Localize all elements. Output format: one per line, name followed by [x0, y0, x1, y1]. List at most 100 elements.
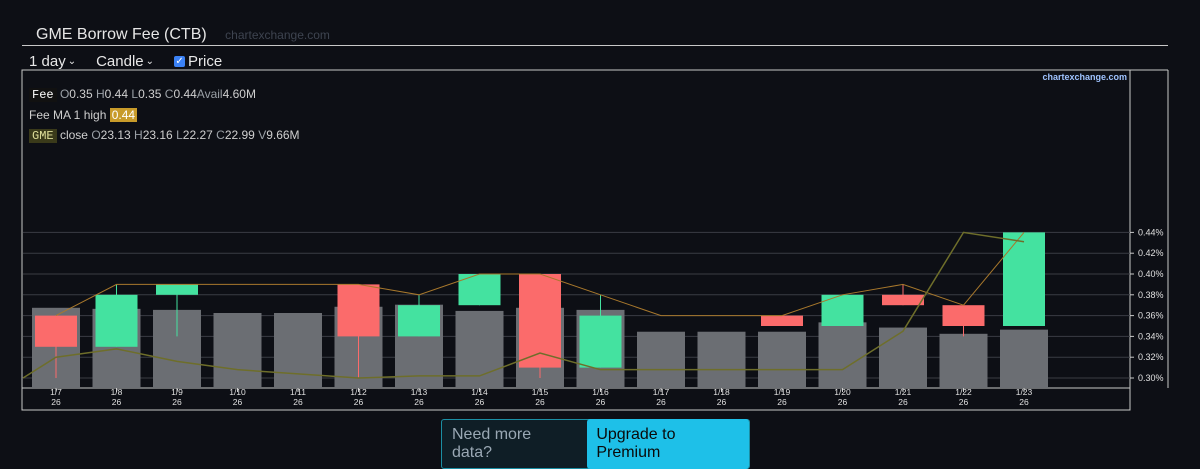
title-watermark: chartexchange.com [225, 28, 330, 42]
legend-fee-row: Fee O0.35 H0.44 L0.35 C0.44Avail4.60M [29, 84, 300, 105]
legend-fee-l: 0.35 [138, 87, 162, 101]
candle-body [398, 305, 440, 337]
chart-toolbar: 1 day ⌄ Candle ⌄ ✓ Price [29, 53, 222, 70]
y-tick-label: 0.30% [1138, 373, 1164, 383]
x-tick-sublabel: 26 [777, 397, 787, 407]
legend-fee-avail: 4.60M [222, 87, 256, 101]
x-tick-label: 1/13 [411, 387, 428, 397]
legend-fee-c: 0.44 [173, 87, 197, 101]
x-tick-sublabel: 26 [51, 397, 61, 407]
x-tick-label: 1/19 [774, 387, 791, 397]
chevron-down-icon: ⌄ [67, 56, 77, 67]
chart-title: GME Borrow Fee (CTB) chartexchange.com [36, 26, 330, 44]
x-tick-sublabel: 26 [112, 397, 122, 407]
y-tick-label: 0.32% [1138, 352, 1164, 362]
legend-fee-c-key: C [164, 87, 174, 101]
legend-gme-c: 22.99 [224, 128, 255, 142]
legend-gme-v: 9.66M [266, 128, 300, 142]
legend-fee-tag: Fee [29, 88, 57, 102]
period-value: 1 day [29, 53, 66, 70]
legend-gme-row: GME close O23.13 H23.16 L22.27 C22.99 V9… [29, 125, 300, 146]
x-tick-label: 1/10 [229, 387, 246, 397]
y-tick-label: 0.34% [1138, 331, 1164, 341]
checkbox-check-icon[interactable]: ✓ [174, 56, 186, 67]
legend-fee-o: 0.35 [69, 87, 93, 101]
x-tick-label: 1/16 [592, 387, 609, 397]
volume-bar [697, 331, 746, 388]
fee-ma-line [55, 232, 1025, 317]
x-tick-label: 1/23 [1016, 387, 1033, 397]
x-tick-label: 1/18 [713, 387, 730, 397]
upgrade-premium-button[interactable]: Upgrade to Premium [587, 419, 749, 469]
candle-body [882, 294, 924, 306]
x-tick-sublabel: 26 [596, 397, 606, 407]
x-tick-sublabel: 26 [656, 397, 666, 407]
price-checkbox-label: Price [188, 53, 223, 70]
candle-body [579, 315, 622, 368]
legend-ma-value: 0.44 [109, 108, 138, 122]
legend-gme-o: 23.13 [100, 128, 131, 142]
x-tick-sublabel: 26 [898, 397, 908, 407]
x-tick-label: 1/21 [895, 387, 912, 397]
y-tick-label: 0.40% [1138, 269, 1164, 279]
volume-bar [213, 313, 262, 388]
x-tick-label: 1/14 [471, 387, 488, 397]
price-checkbox[interactable]: ✓ Price [174, 53, 222, 70]
title-divider [22, 45, 1168, 46]
x-tick-sublabel: 26 [354, 397, 364, 407]
x-tick-label: 1/15 [532, 387, 549, 397]
x-tick-label: 1/20 [834, 387, 851, 397]
candle-body [1003, 232, 1045, 326]
chevron-down-icon: ⌄ [145, 56, 155, 67]
x-tick-sublabel: 26 [717, 397, 727, 407]
legend-ma-row: Fee MA 1 high 0.44 [29, 105, 300, 125]
volume-bar [758, 331, 806, 388]
chart-style-dropdown[interactable]: Candle ⌄ [96, 53, 154, 70]
x-tick-sublabel: 26 [1019, 397, 1029, 407]
candle-body [35, 315, 77, 347]
volume-bar [939, 333, 988, 388]
candle-body [942, 305, 985, 326]
legend-fee-l-key: L [131, 87, 139, 101]
x-tick-sublabel: 26 [475, 397, 485, 407]
legend-gme-h: 23.16 [142, 128, 173, 142]
x-tick-sublabel: 26 [172, 397, 182, 407]
volume-bar [274, 313, 322, 388]
x-tick-label: 1/12 [350, 387, 367, 397]
x-tick-sublabel: 26 [233, 397, 243, 407]
period-dropdown[interactable]: 1 day ⌄ [29, 53, 76, 70]
upgrade-promo: Need more data? Upgrade to Premium [441, 419, 750, 469]
chart-title-text: GME Borrow Fee (CTB) [36, 26, 207, 43]
legend-gme-v-key: V [258, 128, 267, 142]
legend-ma-label: Fee MA 1 high [29, 108, 107, 122]
legend-fee-h: 0.44 [104, 87, 129, 101]
chart-style-value: Candle [96, 53, 144, 70]
chart-brand-label: chartexchange.com [1042, 72, 1127, 82]
x-tick-label: 1/17 [653, 387, 670, 397]
legend-gme-c-key: C [216, 128, 225, 142]
legend-gme-l-key: L [176, 128, 183, 142]
volume-bar [818, 322, 867, 388]
legend-gme-o-key: O [91, 128, 101, 142]
x-tick-label: 1/9 [171, 387, 183, 397]
candle-body [156, 284, 198, 295]
legend-fee-avail-key: Avail [196, 87, 223, 101]
promo-question: Need more data? [452, 426, 532, 461]
legend-fee-h-key: H [96, 87, 105, 101]
x-tick-sublabel: 26 [959, 397, 969, 407]
y-tick-label: 0.38% [1138, 290, 1164, 300]
legend-fee-o-key: O [59, 87, 70, 101]
x-tick-sublabel: 26 [535, 397, 545, 407]
y-tick-label: 0.42% [1138, 248, 1164, 258]
gme-price-line [22, 231, 1025, 379]
y-tick-label: 0.36% [1138, 311, 1164, 321]
candle-body [519, 274, 561, 368]
legend-gme-h-key: H [134, 128, 143, 142]
x-tick-label: 1/11 [290, 387, 306, 397]
x-axis-frame [21, 387, 1131, 411]
x-tick-label: 1/7 [50, 387, 62, 397]
chart-legend: Fee O0.35 H0.44 L0.35 C0.44Avail4.60M Fe… [29, 84, 300, 146]
legend-gme-l: 22.27 [182, 128, 213, 142]
legend-gme-label: close [59, 128, 88, 142]
